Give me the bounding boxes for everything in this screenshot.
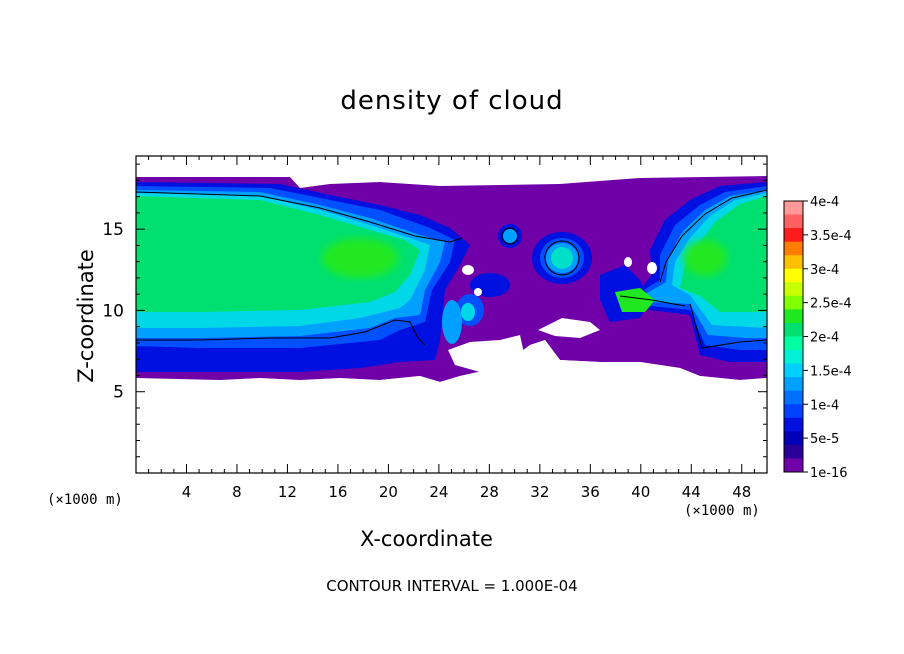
colorbar-label: 2e-4	[810, 331, 839, 346]
x-tick-label: 28	[480, 483, 499, 501]
x-unit-right: (×1000 m)	[684, 503, 760, 519]
colorbar-swatch	[784, 241, 803, 256]
colorbar-swatch	[784, 282, 803, 297]
x-tick-label: 24	[429, 483, 448, 501]
x-tick-label: 4	[182, 483, 192, 501]
y-tick-label: 15	[102, 220, 124, 240]
x-tick-label: 44	[682, 483, 701, 501]
x-tick-label: 32	[530, 483, 549, 501]
colorbar-label: 3.5e-4	[810, 229, 852, 244]
colorbar-label: 5e-5	[810, 432, 839, 447]
colorbar-swatch	[784, 377, 803, 392]
contour-interval-note: CONTOUR INTERVAL = 1.000E-04	[326, 577, 578, 595]
colorbar-swatch	[784, 417, 803, 432]
colorbar-swatch	[784, 309, 803, 324]
cloud-cell-right	[615, 288, 655, 312]
colorbar-label: 3e-4	[810, 263, 839, 278]
x-axis-tick-labels: 4 8 12 16 20 24 28 32 36 40 44 48	[182, 483, 752, 501]
chart-title: density of cloud	[340, 86, 564, 116]
x-tick-label: 20	[379, 483, 398, 501]
colorbar-swatch	[784, 295, 803, 310]
x-axis-ticks	[148, 156, 755, 473]
cloud-peak-left	[322, 238, 398, 278]
colorbar-label: 1.5e-4	[810, 364, 852, 379]
colorbar-label: 1e-16	[810, 466, 848, 481]
contour-lines	[136, 189, 767, 349]
colorbar-swatch	[784, 268, 803, 283]
colorbar-swatch	[784, 214, 803, 229]
x-tick-label: 16	[328, 483, 347, 501]
colorbar-swatch	[784, 431, 803, 446]
colorbar-swatch	[784, 444, 803, 459]
x-tick-label: 12	[278, 483, 297, 501]
colorbar-label: 2.5e-4	[810, 297, 852, 312]
colorbar-label: 1e-4	[810, 398, 839, 413]
cloud-core-level	[136, 196, 420, 312]
colorbar-swatch	[784, 336, 803, 351]
y-tick-label: 5	[113, 383, 124, 403]
colorbar-swatch	[784, 390, 803, 405]
colorbar-labels: 4e-4 3.5e-4 3e-4 2.5e-4 2e-4 1.5e-4 1e-4 5e-5 1e…	[810, 195, 852, 481]
x-unit-left: (×1000 m)	[47, 492, 123, 508]
colorbar-swatch	[784, 350, 803, 365]
x-tick-label: 40	[631, 483, 650, 501]
y-axis-tick-labels: 5 10 15	[102, 220, 124, 403]
colorbar-swatch	[784, 201, 803, 216]
colorbar-swatch	[784, 322, 803, 337]
x-tick-label: 8	[232, 483, 242, 501]
colorbar-swatch	[784, 228, 803, 243]
colorbar-swatch	[784, 363, 803, 378]
colorbar-swatch	[784, 255, 803, 270]
colorbar-swatch	[784, 404, 803, 419]
cloud-cell-center	[551, 247, 573, 269]
y-axis-ticks	[136, 163, 767, 458]
x-tick-label: 36	[581, 483, 600, 501]
cloud-peak-right	[683, 240, 727, 276]
clear-air	[136, 188, 767, 473]
y-axis-label: Z-coordinate	[74, 249, 98, 383]
colorbar	[783, 200, 808, 473]
x-axis-label: X-coordinate	[360, 527, 493, 551]
y-tick-label: 10	[102, 301, 124, 321]
cloud-field	[136, 176, 767, 473]
colorbar-swatch	[784, 458, 803, 473]
colorbar-label: 4e-4	[810, 195, 839, 210]
x-tick-label: 48	[732, 483, 751, 501]
